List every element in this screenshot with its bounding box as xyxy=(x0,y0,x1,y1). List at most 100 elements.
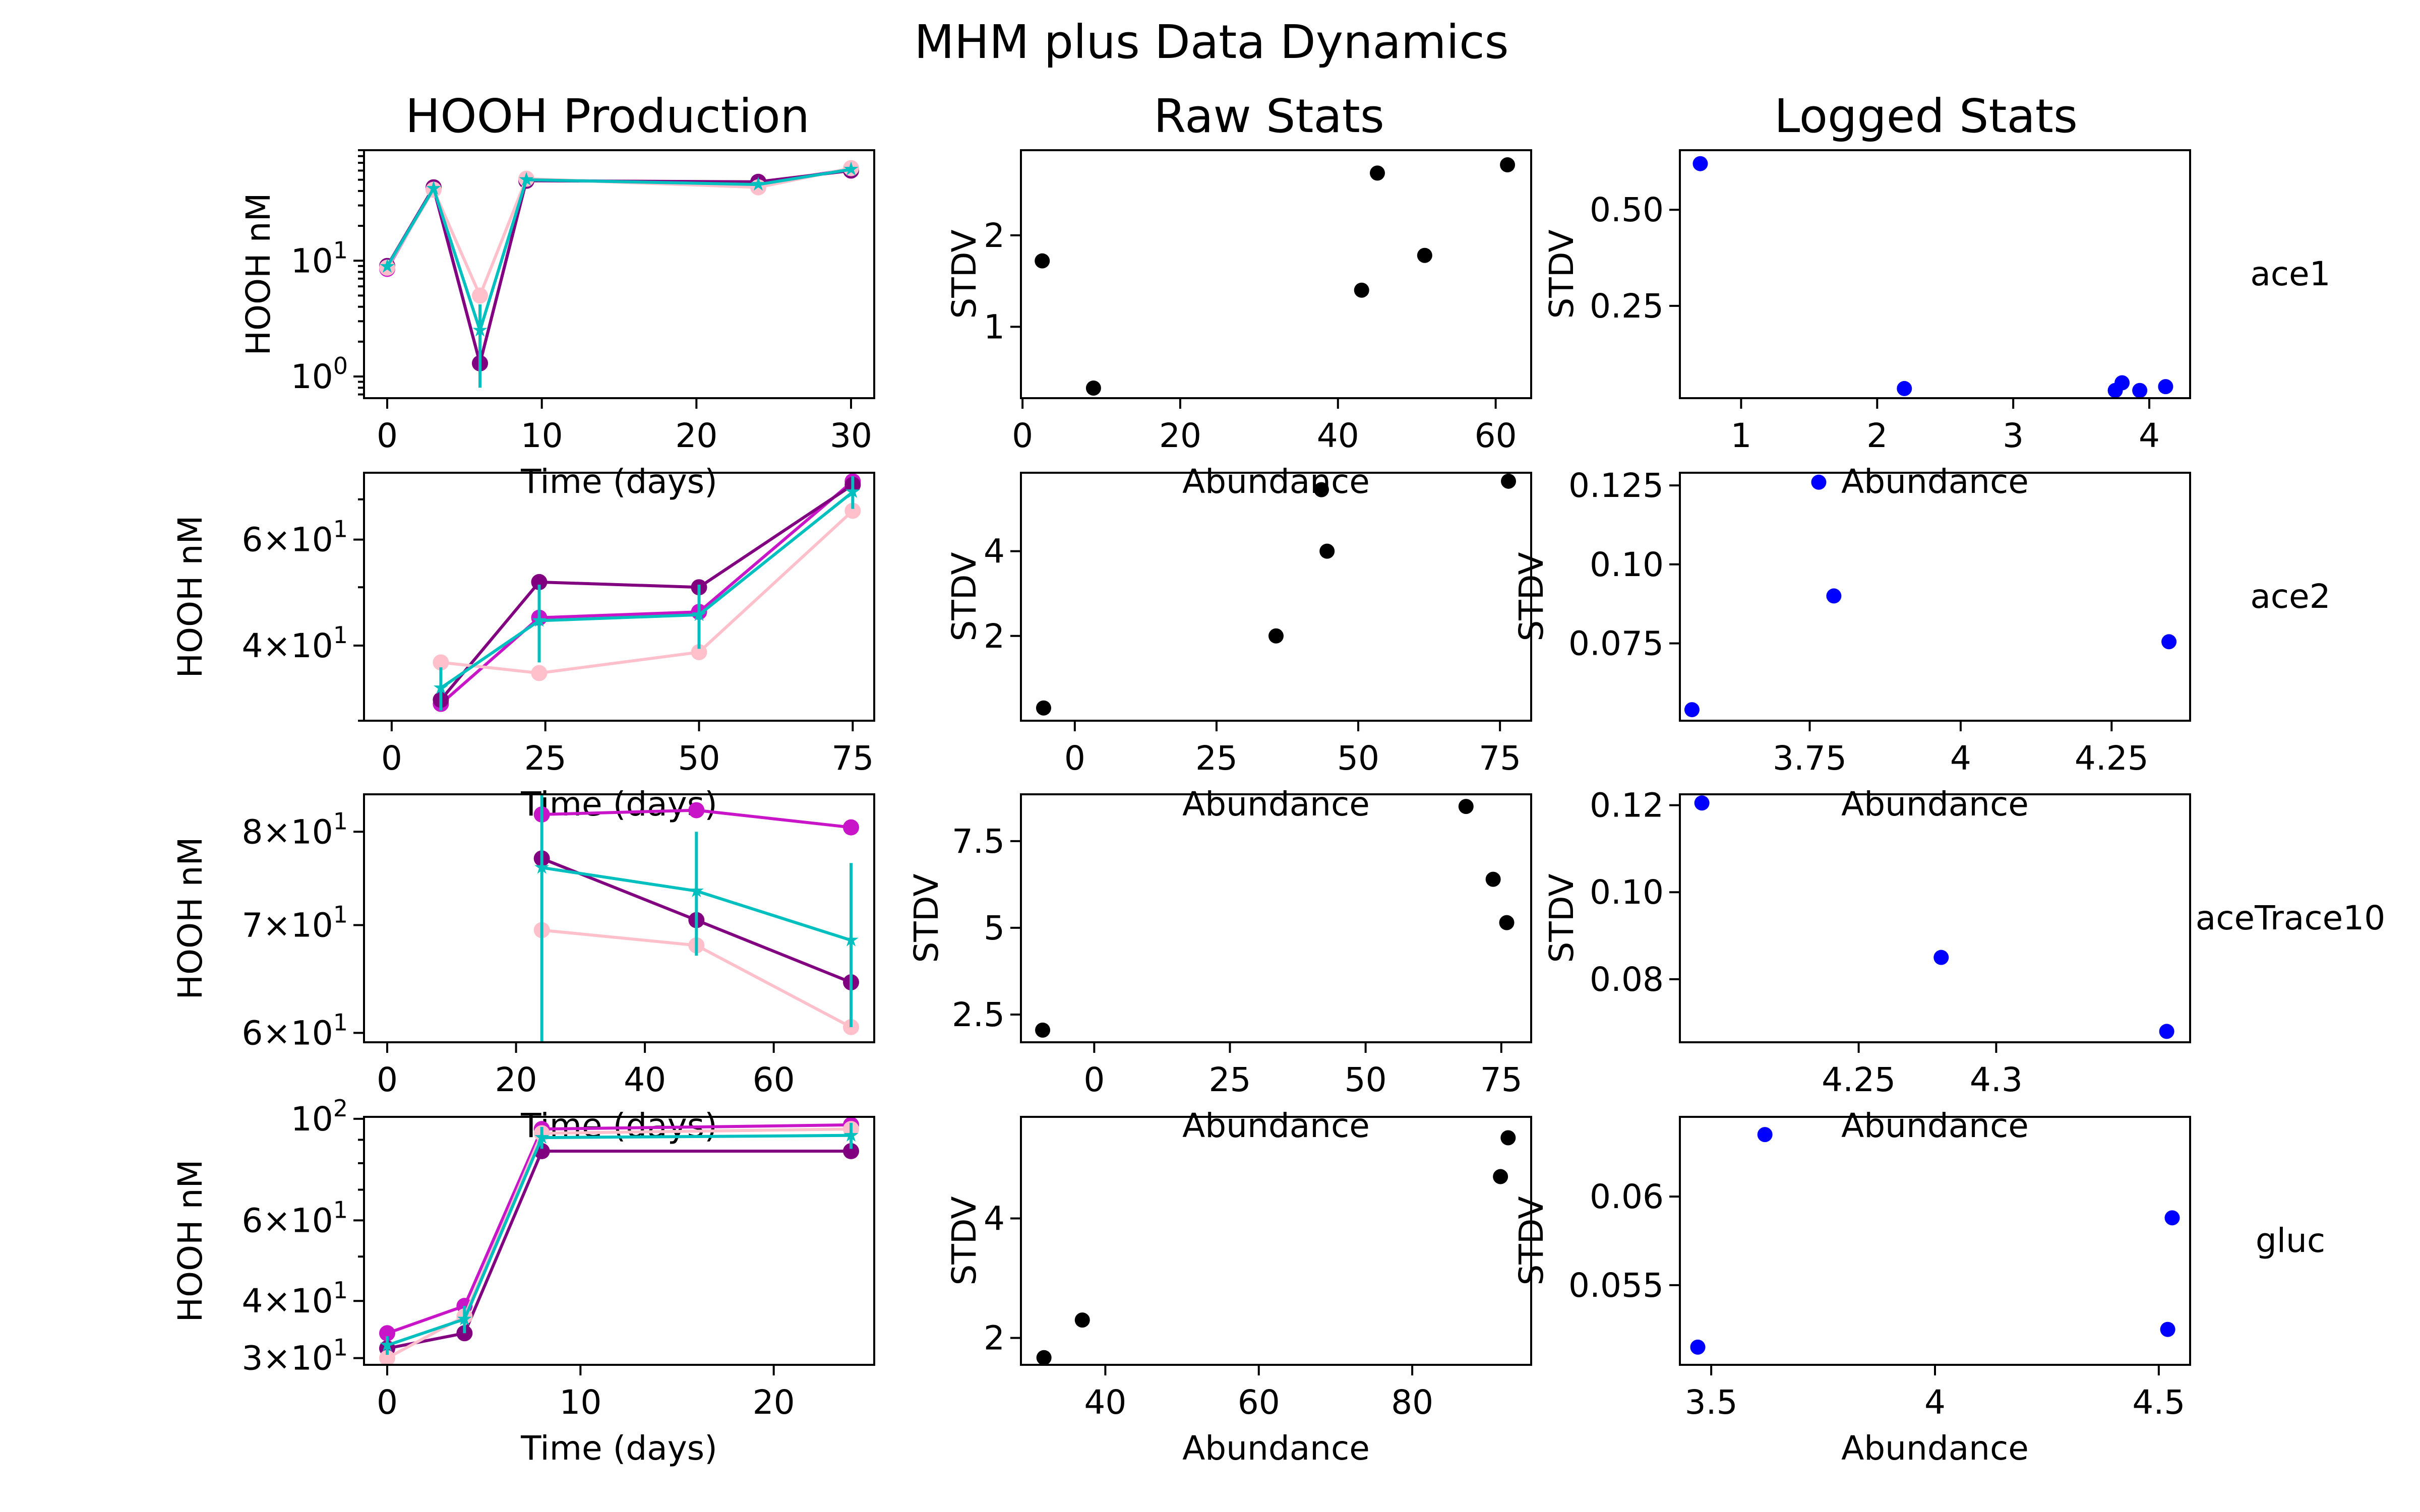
x-tick-label: 75 xyxy=(1479,739,1521,778)
x-tick-label: 40 xyxy=(1317,416,1359,455)
series-line-rep2 xyxy=(387,1150,851,1350)
y-tick-label: 0.125 xyxy=(1568,466,1664,505)
x-tick-label: 4 xyxy=(2139,416,2160,455)
y-tick-label: 4 xyxy=(984,532,1005,571)
series-marker-rep3 xyxy=(691,644,707,660)
series-line-rep2 xyxy=(440,483,854,701)
x-tick-label: 3.75 xyxy=(1773,739,1847,778)
plot-area xyxy=(1690,1127,2180,1355)
x-tick-label: 25 xyxy=(524,739,567,778)
scatter-point xyxy=(1313,482,1329,497)
column-title-hooh-production: HOOH Production xyxy=(405,89,810,143)
scatter-point xyxy=(1499,915,1515,930)
series-marker-avg: ★ xyxy=(844,480,861,502)
x-tick-label: 20 xyxy=(495,1060,537,1099)
y-tick-label: 7.5 xyxy=(952,822,1005,861)
y-tick-label: 6×101 xyxy=(241,1196,348,1240)
x-axis-label: Abundance xyxy=(1182,785,1370,824)
series-marker-rep3 xyxy=(433,654,449,671)
series-marker-avg: ★ xyxy=(533,1126,551,1148)
scatter-point xyxy=(1757,1127,1773,1143)
scatter-point xyxy=(1897,381,1912,396)
x-tick-label: 10 xyxy=(559,1383,601,1422)
x-tick-label: 0 xyxy=(1083,1060,1105,1099)
plot-area xyxy=(1684,474,2177,718)
y-axis-label: STDV xyxy=(945,229,984,319)
y-tick-label: 0.12 xyxy=(1590,786,1664,825)
y-tick-label: 2 xyxy=(984,216,1005,255)
x-axis-label: Abundance xyxy=(1182,1106,1370,1145)
x-tick-label: 20 xyxy=(675,416,717,455)
row-label: ace2 xyxy=(2250,577,2330,616)
series-marker-avg: ★ xyxy=(688,879,705,902)
scatter-point xyxy=(1319,543,1335,559)
x-tick-label: 0 xyxy=(377,416,398,455)
x-axis-label: Abundance xyxy=(1841,462,2029,501)
y-tick-label: 7×101 xyxy=(241,901,348,945)
scatter-point xyxy=(2132,383,2148,398)
axes-frame xyxy=(1679,793,2191,1043)
x-tick-label: 4.3 xyxy=(1970,1060,2023,1099)
scatter-point xyxy=(1501,473,1517,489)
axes-frame xyxy=(1679,472,2191,722)
y-tick-label: 0.10 xyxy=(1590,545,1664,584)
y-tick-label: 5 xyxy=(984,909,1005,948)
y-tick-label: 6×101 xyxy=(241,516,348,559)
plot-area xyxy=(1694,795,2174,1039)
series-marker-rep1 xyxy=(843,819,859,836)
scatter-point xyxy=(1417,247,1432,263)
scatter-point xyxy=(1035,1022,1051,1038)
series-marker-rep2 xyxy=(531,574,548,590)
scatter-point xyxy=(2114,375,2130,391)
x-tick-label: 1 xyxy=(1730,416,1751,455)
x-tick-label: 4.5 xyxy=(2132,1383,2185,1422)
series-marker-avg: ★ xyxy=(432,676,449,699)
scatter-point xyxy=(1694,795,1710,811)
x-axis-label: Abundance xyxy=(1841,1429,2029,1468)
series-marker-avg: ★ xyxy=(518,168,535,191)
scatter-point xyxy=(1933,950,1949,965)
y-tick-label: 4×101 xyxy=(241,1277,348,1320)
series-line-rep1 xyxy=(387,1123,852,1335)
y-tick-label: 0.25 xyxy=(1590,287,1664,326)
row-label: gluc xyxy=(2256,1221,2325,1260)
subplot-r1-c2: 0.075 0.10 0.125 3.75 4 4.25 Abundance STDV xyxy=(1512,466,2191,824)
scatter-point xyxy=(1500,1130,1516,1146)
series-marker-avg: ★ xyxy=(842,929,860,951)
series-marker-avg: ★ xyxy=(425,177,442,199)
row-label: aceTrace10 xyxy=(2196,899,2385,937)
scatter-point xyxy=(1826,588,1842,604)
column-title-raw-stats: Raw Stats xyxy=(1154,89,1384,143)
x-tick-label: 4.25 xyxy=(2075,739,2149,778)
scatter-point xyxy=(2159,1024,2174,1039)
y-tick-label: 2 xyxy=(984,617,1005,656)
x-tick-label: 60 xyxy=(1475,416,1517,455)
series-marker-rep3 xyxy=(379,1350,395,1365)
series-line-avg xyxy=(387,1133,852,1347)
series-line-avg xyxy=(386,168,852,336)
series-marker-rep2 xyxy=(843,1143,859,1160)
axes-frame xyxy=(1679,149,2191,399)
x-axis-label: Time (days) xyxy=(520,785,717,824)
x-tick-label: 0 xyxy=(1012,416,1033,455)
x-tick-label: 25 xyxy=(1208,1060,1251,1099)
series-marker-avg: ★ xyxy=(842,158,860,180)
subplot-r2-c2: 0.08 0.10 0.12 4.25 4.3 Abundance STDV xyxy=(1542,786,2191,1145)
x-tick-label: 0 xyxy=(377,1060,398,1099)
scatter-point xyxy=(2164,1210,2180,1226)
series-marker-avg: ★ xyxy=(379,255,396,277)
x-tick-label: 50 xyxy=(1345,1060,1387,1099)
y-tick-label: 4 xyxy=(984,1200,1005,1238)
series-marker-rep3 xyxy=(843,160,859,176)
x-tick-label: 4 xyxy=(1924,1383,1946,1422)
axes-frame xyxy=(1679,1116,2191,1366)
x-axis-label: Abundance xyxy=(1182,462,1370,501)
axes-frame xyxy=(363,1116,875,1366)
plot-area xyxy=(1036,473,1517,716)
scatter-point xyxy=(1035,253,1050,269)
y-tick-label: 8×101 xyxy=(241,807,348,851)
column-title-logged-stats: Logged Stats xyxy=(1774,89,2078,143)
